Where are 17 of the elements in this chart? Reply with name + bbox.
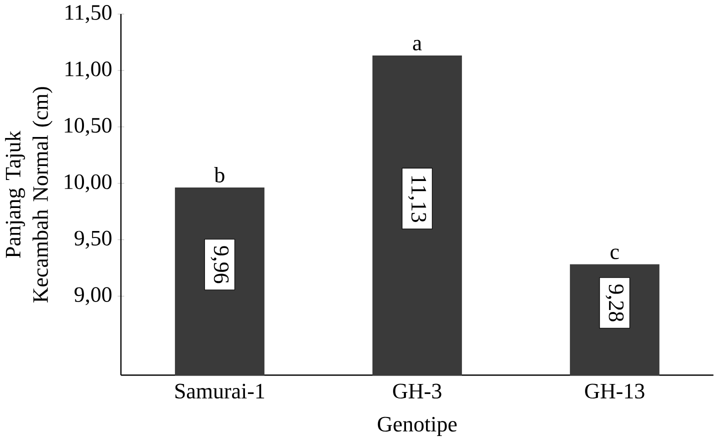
data-label: 9,28 — [606, 284, 624, 322]
annotation: b — [214, 166, 224, 182]
data-label: 9,96 — [210, 246, 229, 284]
y-tick-label: 10,50 — [64, 118, 112, 136]
x-tick-label: GH-13 — [585, 384, 644, 398]
data-label: 11,13 — [408, 176, 426, 222]
annotation: a — [413, 40, 422, 50]
y-tick-label: 11,00 — [66, 61, 112, 80]
x-tick-label: GH-3 — [393, 384, 442, 398]
x-tick-label: Samurai-1 — [175, 384, 264, 398]
annotation: c — [610, 248, 619, 260]
y-tick-label: 11,50 — [66, 5, 112, 23]
y-tick-label: 9,00 — [74, 287, 112, 306]
y-tick-label: 9,50 — [74, 230, 112, 249]
x-axis-title: Genotipe — [378, 416, 457, 436]
y-tick-label: 10,00 — [64, 174, 112, 192]
y-axis-title: Panjang Tajuk Kecambah Normal (cm) — [5, 87, 52, 302]
